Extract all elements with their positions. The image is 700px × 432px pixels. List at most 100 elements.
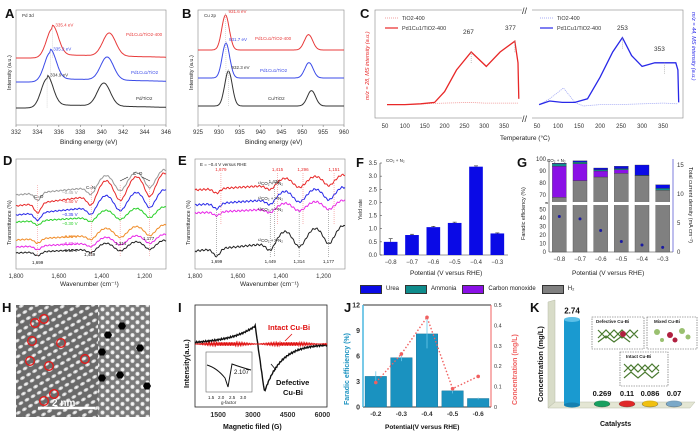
current-density-point (619, 240, 623, 244)
plot-frame (194, 304, 328, 408)
peak-label: 353 (654, 46, 665, 53)
y-axis-label-right: Concentration (mg/L) (512, 334, 519, 405)
series-label: Pd1Cu1/TiO2-400 (255, 36, 292, 41)
defect-marker (80, 354, 90, 364)
annotation-c-o: C−O (133, 171, 143, 176)
y-tick-label: 9 (356, 328, 360, 335)
y-tick-label: 80 (539, 181, 546, 187)
concentration-point (425, 315, 429, 320)
y-tick-label: 3 (356, 379, 360, 386)
stacked-bar-urea (634, 164, 650, 176)
concentration-point (476, 374, 480, 379)
tem-image-left (16, 305, 98, 417)
legend-item: Ammonia (405, 284, 457, 294)
series-line-defective (194, 322, 328, 392)
y-axis-label: Intensity (a.u.) (189, 55, 195, 90)
current-density-point (640, 243, 644, 247)
x-axis-label: Binding energy (eV) (60, 139, 117, 146)
x-tick-label: −0.3 (657, 257, 670, 263)
x-tick-label-right: 200 (595, 124, 606, 130)
x-axis-label: Catalysts (600, 421, 631, 428)
panel-letter-h: H (2, 300, 11, 315)
bar-cylinder (564, 319, 580, 405)
current-density-point (557, 215, 561, 219)
annotation: Cu 2p (204, 13, 217, 18)
y-tick-label: 30 (539, 224, 546, 230)
bar (467, 398, 490, 408)
x-tick-label: 6000 (315, 412, 331, 419)
x-tick-label: −0.6 (427, 260, 440, 266)
defect-marker (25, 356, 35, 366)
bar (383, 241, 398, 255)
series-label: ¹²CO₂ + ¹⁴N₂ (258, 238, 283, 243)
defect-marker (49, 389, 59, 399)
y-tick-label: 12 (352, 303, 360, 310)
defect-marker (30, 318, 40, 328)
bar (426, 227, 441, 255)
peak-label: 1,314 (115, 241, 127, 246)
bar-disc-top (643, 400, 657, 405)
panel-letter-d: D (3, 153, 12, 168)
annotation-cn: C=N (86, 185, 95, 190)
peak-label: 1,151 (328, 167, 340, 172)
axis-break-gap (572, 202, 588, 205)
series-label: Pd1Cu1/TiO2 (260, 68, 288, 73)
stacked-bar-h (572, 180, 588, 253)
concentration-point (399, 352, 404, 356)
legend-swatch (360, 284, 382, 294)
inset-annotation: 2.107 (234, 370, 250, 376)
scale-bar-label: 2 nm (52, 398, 75, 409)
plot-frame (194, 158, 346, 270)
legend-label: Carbon monoxide (488, 286, 536, 292)
stacked-bar-urea (614, 166, 629, 169)
y-tick-label: 10 (539, 241, 546, 247)
peak-label: 931.6 eV (229, 9, 247, 14)
panel-j: J 0 3 6 9 12 0 0.1 0.2 0.3 0.4 0.5 -0.2 -0.3 -0.4 -0.5… (344, 300, 519, 431)
x-tick-label-right: 350 (658, 124, 669, 130)
panel-letter-f: F (356, 155, 364, 170)
series-label: −0.40 V (62, 199, 78, 204)
x-tick-label: 342 (118, 130, 129, 136)
series-label: −0.45 V (62, 190, 78, 195)
legend-label: Ammonia (431, 286, 457, 292)
annotation: Pd 3d (22, 13, 34, 18)
y-tick-label: 6 (356, 354, 360, 361)
legend-swatch (541, 284, 564, 294)
peak-label: 1,430 (269, 179, 281, 184)
peak-label: 932.3 eV (231, 65, 249, 70)
peak-label: 253 (617, 25, 628, 32)
y-tick-label-right: 10 (677, 192, 684, 198)
y-tick-label: 90 (539, 169, 546, 175)
peak-label: 1,177 (323, 259, 335, 264)
axis-break-gap (593, 202, 609, 205)
y-tick-label-right: 0.2 (494, 364, 502, 370)
x-tick-label-left: 300 (479, 124, 490, 130)
series-line-0 (15, 168, 167, 202)
panel-letter-a: A (5, 6, 15, 21)
inset-defective: Defective Cu-Bi (591, 316, 645, 350)
y-tick-label: 2.5 (369, 187, 378, 193)
y-tick-label: 50 (539, 207, 546, 213)
peak-label: 334.9 eV (50, 73, 68, 78)
series-label: Pd1Cu1/TiO2 (131, 70, 159, 75)
stacked-bar-ammonia (614, 168, 629, 170)
series-line-tio2-right (538, 87, 678, 107)
stacked-bar-urea (655, 184, 670, 189)
annotation: CO₂ + N₂ (547, 158, 566, 163)
stacked-bar-carbonmonoxide (572, 163, 588, 181)
x-axis-label: Potential (V versus RHE) (410, 270, 482, 277)
current-density-point (578, 217, 582, 221)
panel-letter-c: C (360, 6, 370, 21)
axis-break-gap (613, 202, 629, 205)
y-tick-label: 0.5 (369, 240, 378, 246)
plot-frame (197, 9, 345, 126)
stacked-bar-carbonmonoxide (552, 166, 567, 198)
plot-frame (15, 158, 167, 270)
svg-text:Pd1Cu1/TiO2-400: Pd1Cu1/TiO2-400 (557, 26, 601, 32)
x-tick-label: 346 (161, 130, 172, 136)
x-tick-label: 1,200 (316, 274, 332, 280)
bar (390, 357, 413, 408)
y-tick-label: 20 (539, 233, 546, 239)
x-tick-label: 338 (75, 130, 86, 136)
bar-cylinder-bottom (564, 402, 580, 408)
